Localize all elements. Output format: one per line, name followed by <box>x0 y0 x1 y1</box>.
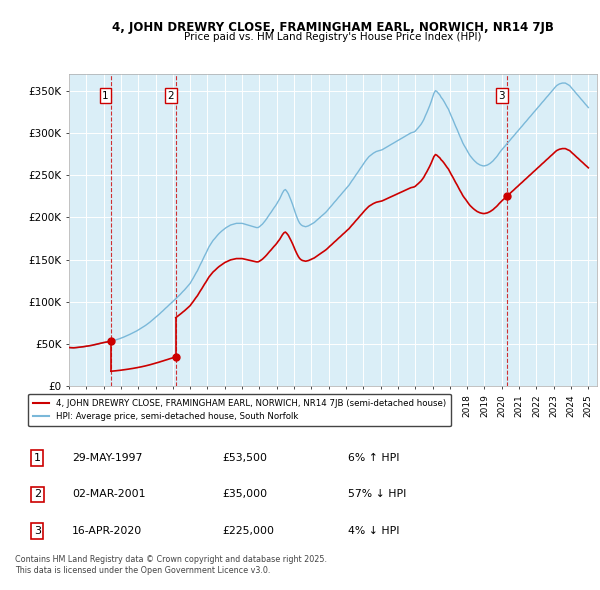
Text: Contains HM Land Registry data © Crown copyright and database right 2025.
This d: Contains HM Land Registry data © Crown c… <box>15 555 327 575</box>
Text: £53,500: £53,500 <box>222 453 267 463</box>
Text: 6% ↑ HPI: 6% ↑ HPI <box>348 453 400 463</box>
Text: 16-APR-2020: 16-APR-2020 <box>72 526 142 536</box>
Text: 1: 1 <box>102 91 109 101</box>
Text: 3: 3 <box>499 91 505 101</box>
Text: 57% ↓ HPI: 57% ↓ HPI <box>348 490 406 499</box>
Text: 2: 2 <box>167 91 174 101</box>
Text: £225,000: £225,000 <box>222 526 274 536</box>
Text: Price paid vs. HM Land Registry's House Price Index (HPI): Price paid vs. HM Land Registry's House … <box>184 32 482 42</box>
Text: £35,000: £35,000 <box>222 490 267 499</box>
Text: 2: 2 <box>34 490 41 499</box>
Text: 4% ↓ HPI: 4% ↓ HPI <box>348 526 400 536</box>
Text: 4, JOHN DREWRY CLOSE, FRAMINGHAM EARL, NORWICH, NR14 7JB: 4, JOHN DREWRY CLOSE, FRAMINGHAM EARL, N… <box>112 21 554 34</box>
Legend: 4, JOHN DREWRY CLOSE, FRAMINGHAM EARL, NORWICH, NR14 7JB (semi-detached house), : 4, JOHN DREWRY CLOSE, FRAMINGHAM EARL, N… <box>28 394 451 427</box>
Text: 02-MAR-2001: 02-MAR-2001 <box>72 490 146 499</box>
Text: 29-MAY-1997: 29-MAY-1997 <box>72 453 142 463</box>
Text: 1: 1 <box>34 453 41 463</box>
Text: 3: 3 <box>34 526 41 536</box>
